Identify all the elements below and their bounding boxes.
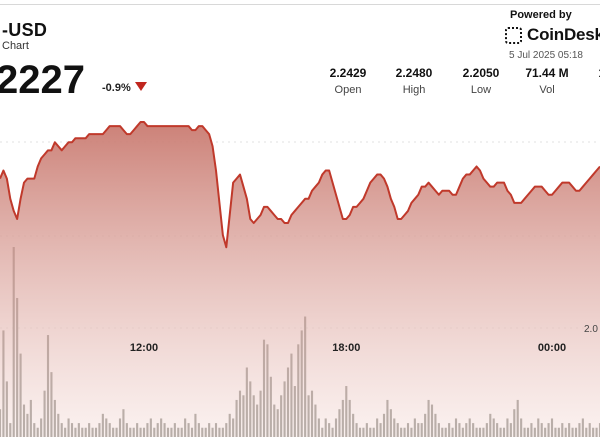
stat-extra: 15 [575,66,600,80]
stat-high-value: 2.2480 [395,66,433,80]
timestamp: 5 Jul 2025 05:18 [509,50,583,61]
y-tick-label: 2.0 [584,324,598,335]
x-axis-ticks: 12:00 18:00 00:00 [130,342,566,354]
stat-open-value: 2.2429 [329,66,367,80]
stat-open-label: Open [334,84,362,96]
coindesk-logo[interactable]: CoinDesk [505,25,600,45]
symbol-title: -USD [2,20,48,40]
stat-volume-label: Vol [539,84,555,96]
price-area [0,122,600,437]
current-price: 2227 [0,58,85,102]
down-arrow-icon [135,82,147,91]
top-divider [0,4,600,5]
stat-high-label: High [402,84,426,96]
stat-volume-value: 71.44 M [525,66,569,80]
stat-low-label: Low [470,84,492,96]
x-tick-label: 00:00 [538,342,566,354]
price-change: -0.9% [102,82,131,94]
y-axis-ticks: 2.0 [584,324,598,335]
coindesk-mark-icon [505,26,522,44]
price-line [0,121,600,249]
chart-subtitle: Chart [2,40,29,52]
stat-low: 2.2050 Low [451,66,511,96]
x-tick-label: 18:00 [332,342,360,354]
coindesk-logo-text: CoinDesk [527,25,600,44]
stat-volume: 71.44 M Vol [517,66,577,96]
x-tick-label: 12:00 [130,342,158,354]
stat-extra-value: 15 [575,66,600,80]
powered-by-label: Powered by [510,9,572,21]
stat-low-value: 2.2050 [462,66,500,80]
stat-high: 2.2480 High [384,66,444,96]
stat-open: 2.2429 Open [318,66,378,96]
